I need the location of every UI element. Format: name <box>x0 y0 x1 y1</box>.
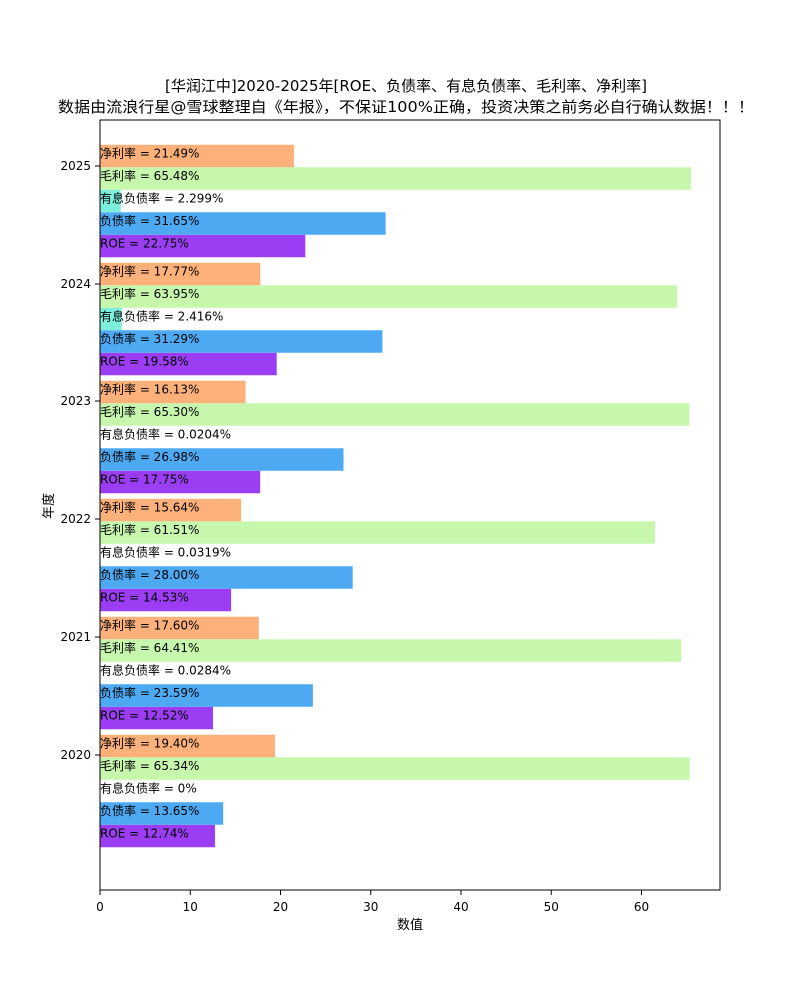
data-label-ROE-2023: ROE = 17.75% <box>100 473 189 487</box>
bar-ROE-2025 <box>100 234 306 258</box>
bar-ROE-2022 <box>100 588 232 612</box>
y-tick-label: 2025 <box>60 159 91 173</box>
data-label-有息负债率-2023: 有息负债率 = 0.0204% <box>100 427 231 442</box>
data-label-ROE-2020: ROE = 12.74% <box>100 827 189 841</box>
data-label-有息负债率-2020: 有息负债率 = 0% <box>100 781 197 796</box>
data-label-负债率-2025: 负债率 = 31.65% <box>100 213 199 228</box>
bar-净利率-2025 <box>100 144 294 168</box>
data-label-净利率-2022: 净利率 = 15.64% <box>100 500 199 515</box>
y-axis: 2020 2021 2022 2023 2024 2025 <box>60 159 100 762</box>
data-label-毛利率-2025: 毛利率 = 65.48% <box>100 168 199 183</box>
bar-毛利率-2025 <box>100 167 691 190</box>
bars-layer <box>100 144 691 848</box>
data-label-ROE-2024: ROE = 19.58% <box>100 355 189 369</box>
data-label-ROE-2021: ROE = 12.52% <box>100 709 189 723</box>
bar-ROE-2021 <box>100 706 213 730</box>
x-tick-label: 10 <box>183 900 198 914</box>
data-label-净利率-2025: 净利率 = 21.49% <box>100 146 199 161</box>
bar-负债率-2025 <box>100 212 386 235</box>
data-label-有息负债率-2021: 有息负债率 = 0.0284% <box>100 663 231 678</box>
x-tick-label: 0 <box>96 900 104 914</box>
data-label-净利率-2021: 净利率 = 17.60% <box>100 618 199 633</box>
data-label-毛利率-2023: 毛利率 = 65.30% <box>100 404 199 419</box>
x-tick-label: 60 <box>634 900 649 914</box>
data-label-负债率-2024: 负债率 = 31.29% <box>100 331 199 346</box>
data-label-ROE-2022: ROE = 14.53% <box>100 591 189 605</box>
data-label-负债率-2023: 负债率 = 26.98% <box>100 449 199 464</box>
data-label-毛利率-2022: 毛利率 = 61.51% <box>100 522 199 537</box>
bar-负债率-2023 <box>100 448 344 471</box>
x-tick-label: 30 <box>363 900 378 914</box>
bar-有息负债率-2024 <box>100 307 122 331</box>
bar-毛利率-2024 <box>100 285 678 308</box>
data-label-毛利率-2021: 毛利率 = 64.41% <box>100 640 199 655</box>
chart-subtitle: 数据由流浪行星@雪球整理自《年报》，不保证100%正确，投资决策之前务必自行确认… <box>58 98 754 116</box>
bar-labels-layer: ROE = 12.74% 负债率 = 13.65% 有息负债率 = 0% 毛利率 = … <box>100 146 231 841</box>
data-label-有息负债率-2024: 有息负债率 = 2.416% <box>100 309 223 324</box>
data-label-负债率-2022: 负债率 = 28.00% <box>100 567 199 582</box>
bar-ROE-2024 <box>100 352 277 376</box>
data-label-净利率-2023: 净利率 = 16.13% <box>100 382 199 397</box>
x-tick-label: 50 <box>544 900 559 914</box>
bar-毛利率-2023 <box>100 403 690 426</box>
data-label-净利率-2024: 净利率 = 17.77% <box>100 264 199 279</box>
data-label-毛利率-2020: 毛利率 = 65.34% <box>100 758 199 773</box>
bar-负债率-2022 <box>100 566 353 589</box>
bar-负债率-2020 <box>100 802 224 825</box>
y-tick-label: 2024 <box>60 277 91 291</box>
bar-负债率-2024 <box>100 330 383 353</box>
data-label-净利率-2020: 净利率 = 19.40% <box>100 736 199 751</box>
bar-毛利率-2021 <box>100 639 682 662</box>
bar-净利率-2023 <box>100 380 246 404</box>
data-label-负债率-2021: 负债率 = 23.59% <box>100 685 199 700</box>
x-axis-label: 数值 <box>397 917 423 933</box>
bar-净利率-2024 <box>100 262 261 286</box>
bar-净利率-2021 <box>100 616 259 640</box>
y-tick-label: 2020 <box>60 748 91 762</box>
bar-毛利率-2022 <box>100 521 656 544</box>
y-tick-label: 2023 <box>60 394 91 408</box>
x-tick-label: 40 <box>453 900 468 914</box>
x-axis: 0 10 20 30 40 50 60 <box>96 890 649 914</box>
x-tick-label: 20 <box>273 900 288 914</box>
bar-有息负债率-2025 <box>100 189 121 213</box>
y-tick-label: 2022 <box>60 512 91 526</box>
data-label-有息负债率-2022: 有息负债率 = 0.0319% <box>100 545 231 560</box>
data-label-ROE-2025: ROE = 22.75% <box>100 237 189 251</box>
bar-ROE-2023 <box>100 470 261 494</box>
bar-负债率-2021 <box>100 684 313 707</box>
plot-frame <box>99 119 721 891</box>
data-label-毛利率-2024: 毛利率 = 63.95% <box>100 286 199 301</box>
y-axis-label: 年度 <box>41 493 57 519</box>
bar-ROE-2020 <box>100 824 215 848</box>
data-label-有息负债率-2025: 有息负债率 = 2.299% <box>100 191 223 206</box>
y-tick-label: 2021 <box>60 630 91 644</box>
bar-净利率-2022 <box>100 498 242 522</box>
bar-净利率-2020 <box>100 734 276 758</box>
data-label-负债率-2020: 负债率 = 13.65% <box>100 803 199 818</box>
chart-title: [华润江中]2020-2025年[ROE、负债率、有息负债率、毛利率、净利率] <box>165 77 647 95</box>
bar-毛利率-2020 <box>100 757 690 780</box>
